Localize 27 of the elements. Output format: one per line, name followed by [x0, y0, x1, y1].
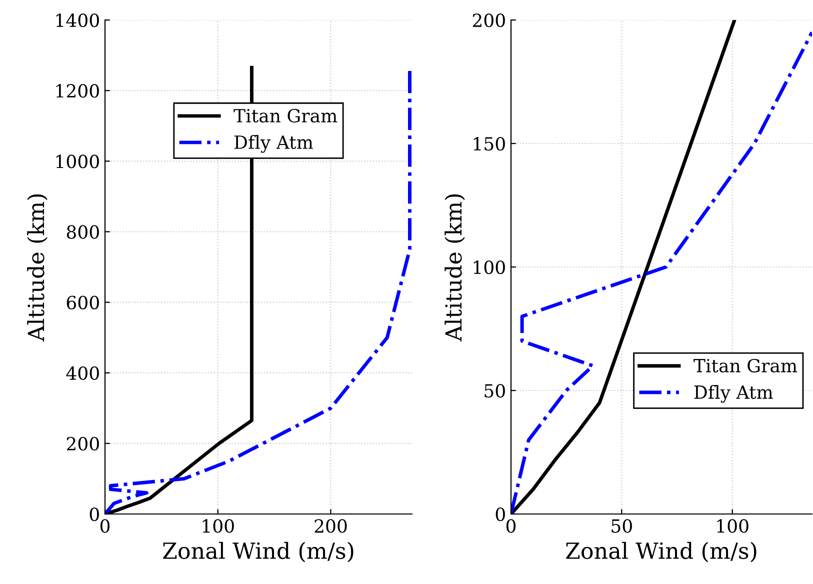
y-tick-label: 1000 [56, 154, 99, 168]
y-tick-label: 600 [66, 296, 99, 310]
legend-label: Titan Gram [234, 108, 338, 123]
y-tick-label: 200 [66, 436, 99, 451]
legend-label: Titan Gram [694, 358, 798, 372]
x-tick-label: 100 [202, 519, 234, 533]
y-tick-label: 800 [66, 225, 99, 239]
y-tick-label: 150 [474, 136, 505, 151]
y-tick-label: 100 [474, 260, 505, 274]
x-tick-label: 0 [100, 519, 110, 533]
y-tick-label: 1400 [56, 13, 99, 28]
x-axis-title: Zonal Wind (m/s) [566, 542, 756, 562]
x-axis-title: Zonal Wind (m/s) [162, 542, 354, 562]
y-axis-title: Altitude (km) [444, 194, 465, 342]
legend-label: Dfly Atm [234, 135, 313, 153]
y-tick-label: 200 [472, 13, 505, 28]
y-tick-label: 1200 [56, 84, 99, 98]
y-axis-title: Altitude (km) [27, 194, 48, 342]
y-tick-label: 400 [66, 366, 99, 380]
y-tick-label: 0 [90, 507, 99, 522]
x-tick-label: 0 [506, 519, 516, 533]
x-tick-label: 50 [612, 519, 632, 533]
legend-label: Dfly Atm [694, 385, 773, 403]
x-tick-label: 100 [717, 519, 748, 533]
y-tick-label: 50 [484, 384, 505, 398]
x-tick-label: 200 [314, 519, 347, 533]
y-tick-label: 0 [496, 507, 505, 522]
